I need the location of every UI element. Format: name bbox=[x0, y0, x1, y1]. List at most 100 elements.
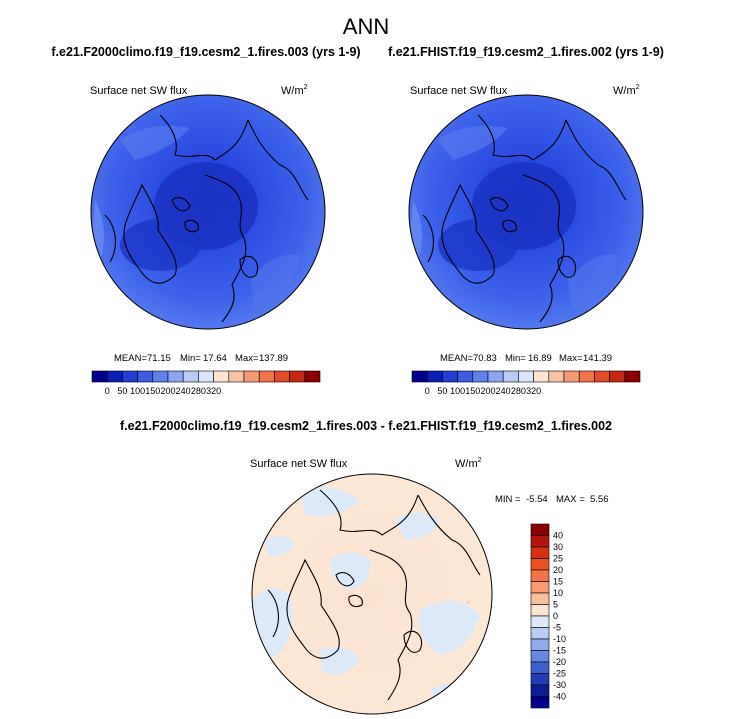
colorbar-swatch bbox=[274, 370, 290, 383]
colorbar-swatch bbox=[167, 370, 184, 383]
panel-diff-stats: MIN = -5.54 MAX = 5.56 bbox=[495, 494, 609, 505]
map-speck bbox=[466, 600, 470, 604]
colorbar-tick-label: 0 bbox=[553, 611, 558, 621]
map-patch bbox=[438, 125, 508, 160]
units-exponent: 2 bbox=[304, 84, 308, 91]
stat-min-label: MIN = bbox=[495, 494, 521, 505]
colorbar-swatch bbox=[304, 370, 321, 383]
colorbar-swatch bbox=[530, 535, 550, 548]
colorbar-swatch bbox=[530, 627, 550, 640]
panel-case2-units: W/m2 bbox=[613, 84, 640, 97]
stat-min-label: Min= bbox=[180, 353, 201, 364]
panel-case2: f.e21.FHIST.f19_f19.cesm2_1.fires.002 (y… bbox=[388, 45, 664, 396]
panel-case1-map bbox=[91, 95, 325, 329]
colorbar-swatch bbox=[530, 558, 550, 571]
map-patch bbox=[250, 254, 300, 310]
colorbar-swatch bbox=[289, 370, 306, 383]
colorbar-swatch bbox=[548, 370, 565, 383]
panel-case1-units: W/m2 bbox=[281, 84, 308, 97]
panel-case2-map bbox=[409, 95, 643, 329]
colorbar-swatch bbox=[258, 370, 275, 383]
colorbar-tick-label: -30 bbox=[553, 680, 566, 690]
colorbar-tick-label: 10 bbox=[553, 588, 563, 598]
map-patch bbox=[568, 254, 618, 310]
stat-max-value: 137.89 bbox=[259, 353, 288, 364]
colorbar-tick-label: 100 bbox=[450, 386, 465, 396]
units-base: W/m bbox=[613, 85, 636, 97]
stat-max-value: 5.56 bbox=[590, 494, 609, 505]
stat-mean-value: 70.83 bbox=[473, 353, 497, 364]
panel-case2-variable: Surface net SW flux bbox=[410, 85, 508, 97]
colorbar-swatch bbox=[530, 523, 550, 536]
colorbar-swatch bbox=[198, 370, 214, 383]
map-field bbox=[252, 474, 492, 714]
colorbar-tick-label: 200 bbox=[480, 386, 495, 396]
colorbar-swatch bbox=[530, 592, 550, 605]
colorbar-tick-label: 100 bbox=[130, 386, 145, 396]
colorbar-case2: 0 50 100 150 200 240 280 320 bbox=[411, 370, 641, 396]
panel-case2-stats: MEAN= 70.83 Min= 16.89 Max= 141.39 bbox=[440, 353, 612, 364]
panel-diff-variable: Surface net SW flux bbox=[250, 458, 348, 470]
colorbar-swatch bbox=[563, 370, 580, 383]
colorbar-tick-label: 0 bbox=[105, 386, 110, 396]
colorbar-swatch bbox=[530, 569, 550, 582]
colorbar-tick-label: 240 bbox=[176, 386, 191, 396]
colorbar-swatch bbox=[578, 370, 595, 383]
units-base: W/m bbox=[455, 458, 478, 470]
colorbar-swatch bbox=[624, 370, 641, 383]
colorbar-tick-label: 150 bbox=[465, 386, 480, 396]
panel-case1-title: f.e21.F2000climo.f19_f19.cesm2_1.fires.0… bbox=[51, 45, 360, 59]
coastlines bbox=[267, 489, 481, 701]
colorbar-swatch bbox=[213, 370, 230, 383]
colorbar-swatch bbox=[533, 370, 550, 383]
stat-max-value: 141.39 bbox=[583, 353, 612, 364]
stat-max-label: Max= bbox=[235, 353, 259, 364]
colorbar-tick-label: -10 bbox=[553, 634, 566, 644]
panel-case1: f.e21.F2000climo.f19_f19.cesm2_1.fires.0… bbox=[51, 45, 360, 396]
stat-min-label: Min= bbox=[505, 353, 526, 364]
colorbar-swatch bbox=[530, 696, 550, 709]
units-exponent: 2 bbox=[478, 457, 482, 464]
figure-title: ANN bbox=[343, 14, 389, 39]
colorbar-swatch bbox=[530, 661, 550, 674]
panel-case1-variable: Surface net SW flux bbox=[90, 85, 188, 97]
colorbar-swatch bbox=[530, 673, 550, 686]
stat-max-label: Max= bbox=[559, 353, 583, 364]
panel-case2-title: f.e21.FHIST.f19_f19.cesm2_1.fires.002 (y… bbox=[388, 45, 664, 59]
colorbar-tick-label: -5 bbox=[553, 623, 561, 633]
colorbar-swatch bbox=[594, 370, 610, 383]
colorbar-tick-label: 320 bbox=[526, 386, 541, 396]
colorbar-swatch bbox=[243, 370, 260, 383]
colorbar-swatch bbox=[457, 370, 474, 383]
colorbar-swatch bbox=[426, 370, 443, 383]
colorbar-swatch bbox=[530, 615, 550, 628]
stat-min-value: -5.54 bbox=[526, 494, 548, 505]
colorbar-tick-label: 150 bbox=[145, 386, 160, 396]
colorbar-swatch bbox=[530, 650, 550, 663]
colorbar-tick-label: 320 bbox=[206, 386, 221, 396]
units-base: W/m bbox=[281, 85, 304, 97]
colorbar-tick-label: -40 bbox=[553, 692, 566, 702]
colorbar-swatch bbox=[228, 370, 245, 383]
map-boundary bbox=[408, 94, 644, 330]
units-exponent: 2 bbox=[636, 84, 640, 91]
colorbar-swatch bbox=[472, 370, 489, 383]
colorbar-case1: 0 50 100 150 200 240 280 320 bbox=[91, 370, 321, 396]
colorbar-swatch bbox=[91, 370, 108, 383]
colorbar-tick-label: 15 bbox=[553, 577, 563, 587]
colorbar-tick-label: 20 bbox=[553, 565, 563, 575]
colorbar-swatch bbox=[502, 370, 519, 383]
panel-case1-stats: MEAN= 71.15 Min= 17.64 Max= 137.89 bbox=[114, 353, 288, 364]
colorbar-tick-label: 280 bbox=[511, 386, 526, 396]
colorbar-tick-label: 50 bbox=[117, 386, 127, 396]
colorbar-tick-label: -15 bbox=[553, 646, 566, 656]
colorbar-tick-label: 5 bbox=[553, 600, 558, 610]
colorbar-swatch bbox=[487, 370, 504, 383]
colorbar-tick-label: 40 bbox=[553, 531, 563, 541]
panel-diff: f.e21.F2000climo.f19_f19.cesm2_1.fires.0… bbox=[120, 419, 612, 715]
map-boundary bbox=[251, 473, 493, 715]
coastlines bbox=[422, 114, 627, 323]
colorbar-tick-label: -20 bbox=[553, 657, 566, 667]
colorbar-swatch bbox=[152, 370, 169, 383]
